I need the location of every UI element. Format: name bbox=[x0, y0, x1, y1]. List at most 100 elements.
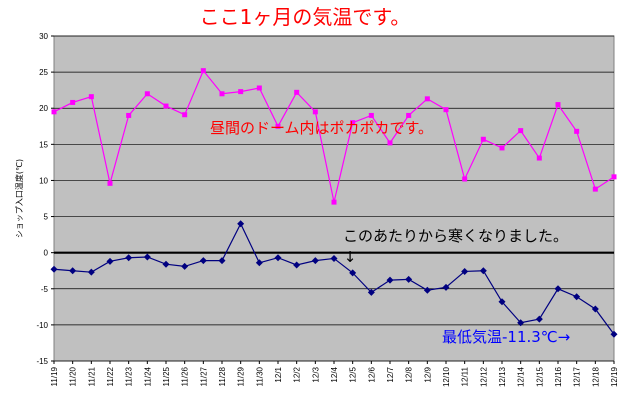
y-axis-label: ショップ入口温度(℃) bbox=[14, 159, 24, 238]
annotation-cold: このあたりから寒くなりました。 bbox=[343, 227, 568, 245]
data-point bbox=[424, 96, 430, 102]
data-point bbox=[144, 91, 150, 97]
data-point bbox=[350, 120, 356, 126]
chart-title: ここ1ヶ月の気温です。 bbox=[200, 5, 411, 29]
data-point bbox=[238, 89, 244, 95]
data-point bbox=[480, 136, 486, 142]
data-point bbox=[517, 319, 525, 327]
data-point bbox=[51, 109, 57, 115]
x-tick-label: 12/14 bbox=[517, 366, 526, 387]
x-tick-label: 11/30 bbox=[255, 366, 264, 386]
x-tick-label: 11/27 bbox=[199, 366, 208, 386]
data-point bbox=[479, 267, 487, 275]
y-tick-label: 30 bbox=[39, 32, 48, 41]
data-point bbox=[610, 330, 618, 338]
x-tick-label: 11/22 bbox=[106, 366, 115, 386]
x-tick-label: 12/3 bbox=[311, 366, 320, 382]
x-tick-label: 12/4 bbox=[330, 366, 339, 382]
data-point bbox=[405, 275, 413, 283]
data-point bbox=[218, 257, 226, 265]
data-point bbox=[443, 107, 449, 113]
data-point bbox=[499, 145, 505, 151]
y-tick-label: 20 bbox=[39, 104, 48, 113]
plot-area bbox=[53, 35, 615, 362]
x-tick-label: 12/7 bbox=[386, 366, 395, 382]
x-tick-label: 11/20 bbox=[69, 366, 78, 386]
data-point bbox=[387, 140, 393, 146]
x-tick-label: 11/26 bbox=[181, 366, 190, 386]
x-tick-label: 12/8 bbox=[405, 366, 414, 382]
data-point bbox=[162, 260, 170, 268]
data-point bbox=[200, 68, 206, 74]
x-tick-label: 12/17 bbox=[573, 366, 582, 387]
data-point bbox=[592, 186, 598, 192]
x-tick-label: 12/5 bbox=[349, 366, 358, 382]
x-tick-label: 12/10 bbox=[442, 366, 451, 387]
data-point bbox=[461, 267, 469, 275]
x-tick-label: 12/2 bbox=[293, 366, 302, 382]
data-point bbox=[518, 128, 524, 134]
data-point bbox=[182, 112, 188, 118]
data-point bbox=[70, 99, 76, 105]
x-tick-label: 11/19 bbox=[50, 366, 59, 386]
y-axis-ticks: 30 25 20 15 10 5 0 -5 -10 -15 bbox=[36, 32, 54, 366]
data-point bbox=[423, 286, 431, 294]
data-point bbox=[330, 254, 338, 262]
y-tick-label: -15 bbox=[36, 357, 48, 366]
x-tick-label: 12/6 bbox=[367, 366, 376, 382]
y-tick-label: 25 bbox=[39, 68, 48, 77]
y-tick-label: 5 bbox=[44, 213, 49, 222]
data-point bbox=[591, 305, 599, 313]
annotation-min-temp: 最低気温-11.3℃→ bbox=[442, 328, 570, 346]
x-tick-label: 11/29 bbox=[237, 366, 246, 386]
x-tick-label: 12/18 bbox=[591, 366, 600, 387]
data-point bbox=[573, 293, 581, 301]
data-point bbox=[462, 176, 468, 182]
data-point bbox=[611, 174, 617, 180]
x-tick-label: 12/11 bbox=[461, 366, 470, 386]
data-point bbox=[406, 112, 412, 118]
y-tick-label: 0 bbox=[44, 249, 49, 258]
plot-background bbox=[53, 35, 615, 362]
x-tick-label: 11/28 bbox=[218, 366, 227, 386]
data-point bbox=[143, 253, 151, 261]
data-point bbox=[181, 262, 189, 270]
data-point bbox=[237, 220, 245, 228]
data-point bbox=[536, 155, 542, 161]
annotation-cold-arrow: ↓ bbox=[344, 248, 357, 266]
data-point bbox=[274, 254, 282, 262]
x-tick-label: 12/9 bbox=[423, 366, 432, 382]
data-point bbox=[219, 91, 225, 97]
data-point bbox=[107, 180, 113, 186]
data-point bbox=[126, 112, 132, 118]
x-tick-label: 11/24 bbox=[143, 366, 152, 386]
data-point bbox=[311, 257, 319, 265]
data-point bbox=[275, 123, 281, 129]
x-tick-label: 12/16 bbox=[554, 366, 563, 387]
data-point bbox=[50, 265, 58, 273]
y-tick-label: 15 bbox=[39, 140, 48, 149]
data-point bbox=[331, 199, 337, 205]
x-tick-label: 12/19 bbox=[610, 366, 619, 387]
data-point bbox=[554, 285, 562, 293]
data-point bbox=[255, 259, 263, 267]
data-point bbox=[125, 254, 133, 262]
data-point bbox=[87, 268, 95, 276]
data-point bbox=[256, 85, 262, 91]
x-tick-label: 12/13 bbox=[498, 366, 507, 387]
y-tick-label: -10 bbox=[36, 321, 48, 330]
y-tick-label: 10 bbox=[39, 176, 48, 185]
data-point bbox=[69, 267, 77, 275]
data-point bbox=[535, 315, 543, 323]
data-point bbox=[199, 257, 207, 265]
data-point bbox=[368, 112, 374, 118]
data-point bbox=[574, 128, 580, 134]
annotation-daytime: 昼間のドーム内はポカポカです。 bbox=[210, 119, 433, 137]
data-point bbox=[498, 298, 506, 306]
data-point bbox=[293, 261, 301, 269]
data-point bbox=[88, 94, 94, 100]
x-tick-label: 11/21 bbox=[87, 366, 96, 386]
data-point bbox=[349, 269, 357, 277]
data-point bbox=[386, 276, 394, 284]
